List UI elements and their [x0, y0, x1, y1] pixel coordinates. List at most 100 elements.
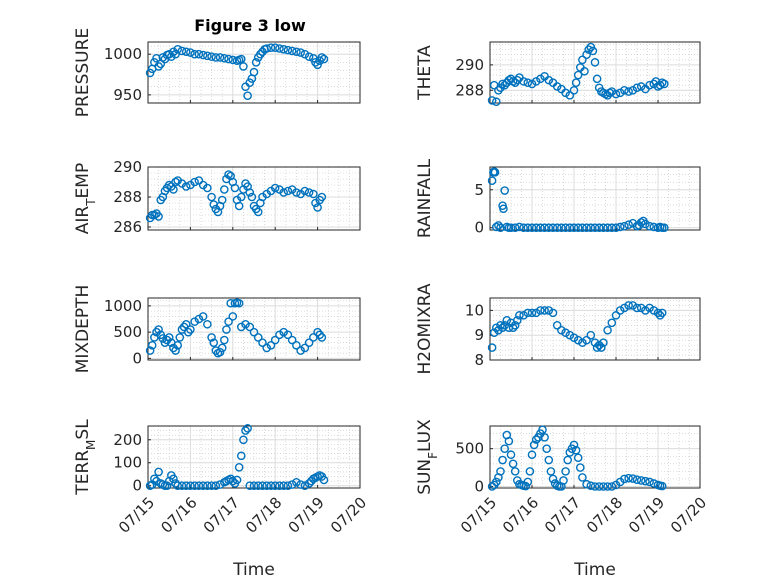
data-point — [251, 58, 261, 67]
data-point — [152, 476, 161, 486]
data-point — [203, 319, 212, 329]
data-point — [578, 473, 587, 482]
data-point — [523, 78, 533, 87]
data-point — [279, 45, 288, 54]
axes-frame — [489, 297, 701, 361]
data-point — [561, 223, 570, 233]
data-point — [536, 306, 545, 315]
data-point — [487, 482, 497, 491]
data-point — [245, 481, 255, 491]
data-point — [173, 481, 182, 491]
data-point — [548, 474, 558, 484]
y-axis-label: RAINFALL — [415, 158, 435, 238]
data-point — [569, 85, 579, 95]
data-point — [152, 53, 161, 63]
data-point — [300, 481, 310, 491]
data-point — [615, 222, 625, 232]
y-tick-label: 286 — [113, 218, 142, 236]
y-axis-label: AIRTEMP — [73, 163, 98, 234]
data-point — [645, 80, 654, 90]
y-tick-label: 0 — [474, 219, 484, 237]
data-point — [510, 320, 520, 330]
data-point — [645, 303, 654, 313]
data-point — [620, 474, 629, 484]
data-point — [607, 223, 617, 233]
data-point — [194, 49, 204, 59]
data-point — [632, 83, 642, 93]
data-point — [578, 223, 587, 233]
data-point — [632, 475, 642, 484]
data-point — [573, 223, 583, 233]
data-point — [300, 343, 310, 353]
data-point — [292, 477, 301, 487]
data-point — [147, 340, 157, 350]
data-point — [224, 54, 233, 64]
data-point — [211, 53, 221, 62]
y-axis-label: THETA — [415, 45, 435, 101]
data-point — [275, 330, 284, 340]
data-point — [624, 87, 633, 96]
data-point — [571, 445, 581, 455]
data-point — [538, 425, 547, 435]
plot-area — [490, 167, 700, 230]
data-point — [624, 301, 633, 310]
data-point — [508, 459, 518, 469]
data-point — [592, 343, 602, 352]
data-point — [236, 451, 246, 461]
data-point — [190, 317, 199, 326]
data-point — [253, 333, 263, 342]
data-point — [283, 330, 293, 340]
data-point — [198, 312, 208, 321]
data-point — [565, 223, 575, 233]
data-point — [611, 311, 621, 320]
data-point — [611, 89, 621, 99]
data-point — [167, 52, 176, 61]
data-point — [641, 219, 650, 229]
data-point — [592, 74, 602, 84]
data-point — [158, 334, 168, 343]
data-point — [636, 303, 646, 313]
data-point — [515, 311, 524, 320]
data-point — [249, 327, 259, 337]
data-point — [565, 91, 575, 100]
data-point — [641, 476, 650, 486]
data-point — [649, 79, 659, 89]
data-point — [527, 223, 537, 233]
data-point — [319, 475, 329, 485]
data-point — [519, 223, 528, 233]
data-point — [636, 218, 646, 227]
data-point — [258, 481, 267, 491]
data-point — [548, 308, 558, 318]
data-point — [154, 62, 163, 71]
data-point — [573, 335, 583, 345]
data-point — [620, 85, 629, 95]
data-point — [496, 223, 505, 233]
data-point — [586, 223, 596, 233]
data-point — [209, 338, 219, 347]
data-point — [506, 223, 516, 233]
data-point — [561, 328, 570, 338]
data-point — [228, 312, 238, 321]
data-point — [292, 188, 301, 197]
data-point — [487, 343, 497, 352]
data-point — [245, 322, 255, 332]
y-tick-label: 200 — [113, 431, 142, 449]
data-point — [230, 183, 240, 193]
data-point — [239, 435, 248, 445]
data-point — [287, 335, 297, 345]
data-point — [521, 481, 531, 491]
data-point — [540, 306, 549, 315]
data-point — [491, 477, 501, 487]
subplot-1: 950 1000 PRESSURE — [73, 28, 361, 117]
data-point — [544, 223, 554, 233]
data-point — [603, 325, 612, 335]
data-point — [287, 480, 297, 489]
data-point — [198, 481, 208, 491]
data-point — [523, 477, 533, 487]
x-axis-label: Time — [232, 560, 275, 580]
y-tick-label: 290 — [455, 56, 484, 74]
data-point — [544, 455, 554, 465]
data-point — [588, 46, 598, 56]
data-point — [279, 481, 288, 491]
data-point — [523, 308, 533, 318]
